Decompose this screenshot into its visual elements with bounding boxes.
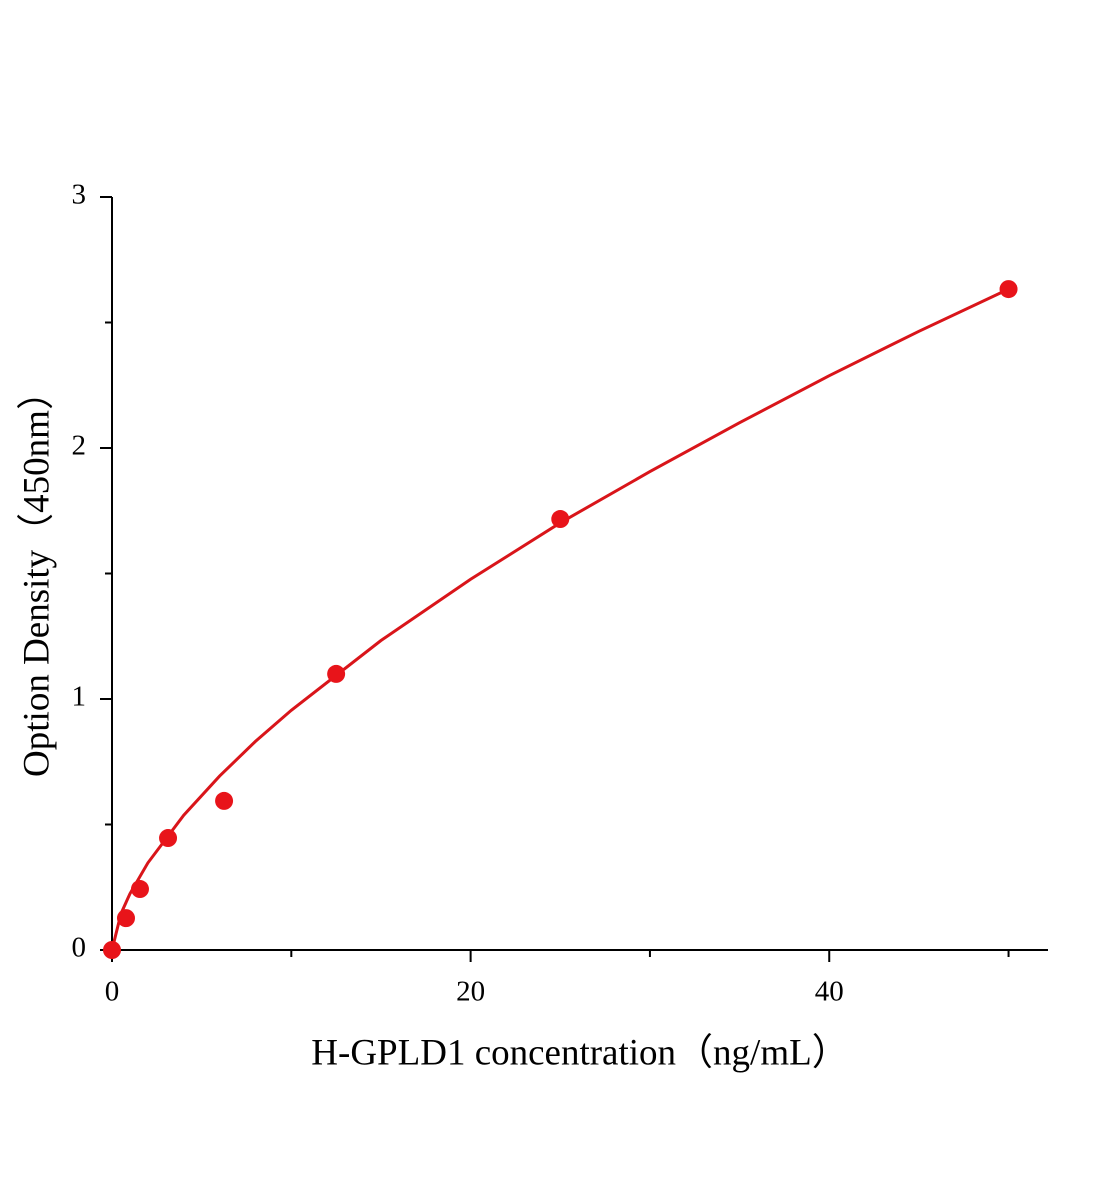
data-point <box>130 880 149 899</box>
data-point <box>159 829 178 848</box>
data-point <box>103 941 121 959</box>
x-tick-label: 40 <box>815 976 844 1008</box>
data-point <box>327 664 346 683</box>
data-point <box>215 791 234 810</box>
data-point <box>551 510 570 529</box>
y-tick-label: 1 <box>72 681 87 713</box>
x-axis-title: H-GPLD1 concentration（ng/mL） <box>311 1032 848 1073</box>
fit-curve <box>110 287 1010 951</box>
data-point <box>116 909 135 928</box>
y-tick-label: 2 <box>72 430 87 462</box>
y-tick-label: 0 <box>72 932 87 964</box>
x-tick-label: 20 <box>456 976 485 1008</box>
data-point <box>999 280 1018 299</box>
y-tick-label: 3 <box>72 179 87 211</box>
x-tick-label: 0 <box>105 976 120 1008</box>
y-axis-title: Option Density（450nm） <box>16 373 57 777</box>
